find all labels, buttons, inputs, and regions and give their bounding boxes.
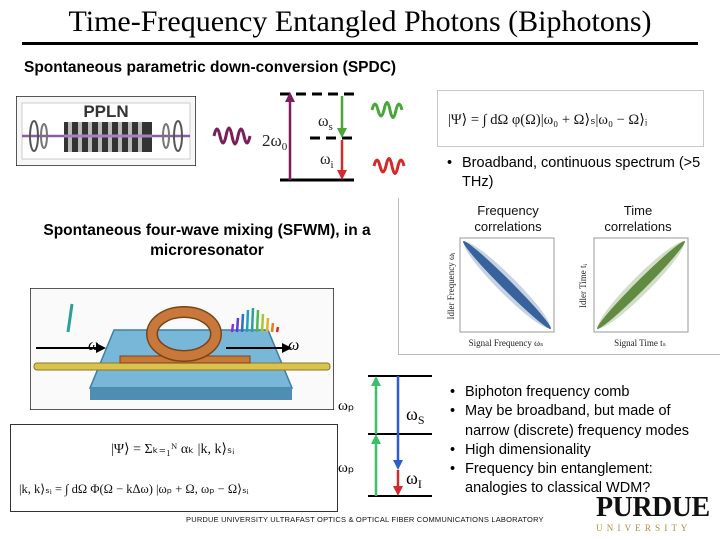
ppln-crystal-diagram: PPLN [16, 96, 196, 166]
freq-y-axis-label: Idler Frequency ωᵢ [446, 252, 456, 319]
signal-frequency-label: ωs [318, 113, 333, 133]
pump-label-lower: ωₚ [338, 460, 354, 476]
pair-state-equation: |k, k⟩ₛᵢ = ∫ dΩ Φ(Ω − kΔω) |ωₚ + Ω, ωₚ −… [19, 482, 249, 497]
frequency-correlation-plot: Signal Frequency ωₛ Idler Frequency ωᵢ [446, 237, 555, 348]
sfwm-energy-diagram: ωₚ ωₚ ωS ωI [338, 375, 432, 497]
logo-wordmark: PURDUE [596, 492, 710, 523]
frequency-comb-lines [230, 307, 280, 333]
sfwm-equation-box: |Ψ⟩ = Σₖ₌₁ᴺ αₖ |k, k⟩ₛᵢ |k, k⟩ₛᵢ = ∫ dΩ … [10, 424, 338, 512]
time-correlations-label: Time correlations [604, 203, 672, 234]
freq-x-axis-label: Signal Frequency ωₛ [469, 338, 544, 348]
sfwm-bullet-list: Biphoton frequency comb May be broadband… [450, 383, 715, 499]
pump-line [66, 303, 74, 333]
idler-label: ωI [406, 468, 422, 491]
signal-label: ωS [406, 404, 425, 427]
title-underline [22, 42, 698, 45]
pump-label-upper: ωₚ [338, 398, 354, 414]
bullet-item: Biphoton frequency comb [450, 383, 715, 403]
spdc-state-equation: |Ψ⟩ = ∫ dΩ φ(Ω)|ω₀ + Ω⟩ₛ|ω₀ − Ω⟩ᵢ [448, 112, 648, 128]
logo-subtitle: U N I V E R S I T Y [596, 523, 689, 533]
bullet-item: Broadband, continuous spectrum (>5 THz) [447, 154, 712, 193]
idler-wavepacket [372, 157, 406, 175]
pump-frequency-label: 2ω0 [262, 131, 288, 153]
omega-input-label: ω [88, 337, 99, 354]
spdc-heading: Spontaneous parametric down-conversion (… [24, 59, 397, 76]
bullet-item: High dimensionality [450, 441, 715, 461]
pump-wavepacket [212, 126, 252, 146]
omega-output-label: ω [288, 337, 299, 354]
bullet-item: May be broadband, but made of narrow (di… [450, 402, 715, 441]
page-title: Time-Frequency Entangled Photons (Biphot… [68, 5, 652, 38]
frequency-correlations-label: Frequency correlations [474, 203, 542, 234]
bus-waveguide [33, 362, 331, 371]
purdue-logo: PURDUE U N I V E R S I T Y [596, 494, 714, 538]
time-x-axis-label: Signal Time tₛ [614, 338, 666, 348]
spdc-bullet-list: Broadband, continuous spectrum (>5 THz) [447, 154, 712, 193]
ppln-label: PPLN [83, 102, 128, 121]
poled-crystal [64, 122, 152, 152]
time-correlation-plot: Signal Time tₛ Idler Time tᵢ [578, 237, 689, 348]
footer-lab-name: PURDUE UNIVERSITY ULTRAFAST OPTICS & OPT… [186, 515, 544, 524]
correlations-panel [398, 198, 720, 355]
spdc-energy-diagram: 2ω0 ωs ωi [212, 92, 406, 182]
microresonator-diagram: ω ω [30, 288, 334, 410]
lens-right [173, 120, 183, 152]
correlation-band [597, 241, 685, 329]
signal-wavepacket [370, 101, 404, 119]
bullet-item: Frequency bin entanglement: analogies to… [450, 460, 715, 499]
comb-state-equation: |Ψ⟩ = Σₖ₌₁ᴺ αₖ |k, k⟩ₛᵢ [111, 442, 235, 457]
sfwm-heading: Spontaneous four-wave mixing (SFWM), in … [43, 222, 371, 259]
idler-frequency-label: ωi [320, 151, 334, 171]
spdc-equation-box: |Ψ⟩ = ∫ dΩ φ(Ω)|ω₀ + Ω⟩ₛ|ω₀ − Ω⟩ᵢ [437, 90, 704, 147]
anti-correlation-band [463, 241, 551, 329]
lens-left [29, 120, 39, 152]
time-y-axis-label: Idler Time tᵢ [578, 263, 588, 308]
